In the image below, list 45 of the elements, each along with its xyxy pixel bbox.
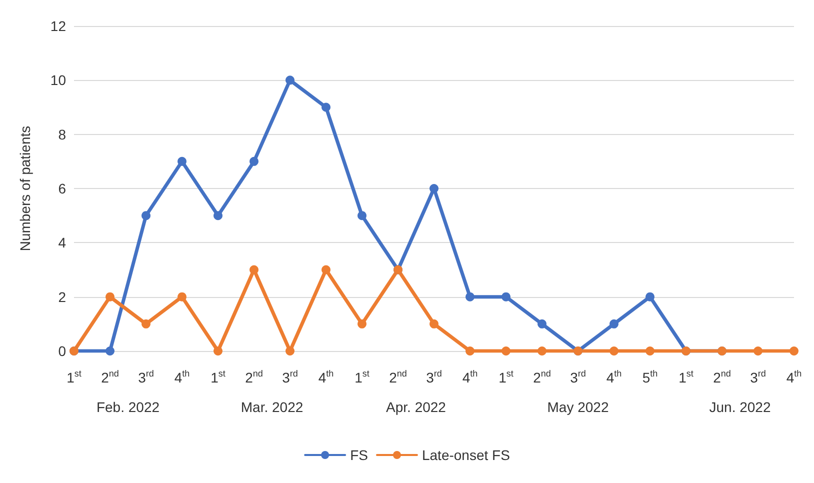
text: Apr. 2022 (386, 399, 446, 415)
point (358, 319, 366, 328)
text: Mar. 2022 (240, 399, 304, 415)
point (250, 265, 258, 274)
text: May 2022 (547, 399, 609, 415)
point (322, 265, 330, 274)
point (430, 319, 438, 328)
y-tick-label: 4 (58, 234, 66, 251)
point (286, 346, 294, 356)
point (106, 292, 114, 302)
y-tick-label: 2 (58, 288, 66, 305)
y-tick-label: 6 (58, 180, 66, 196)
point (286, 76, 294, 85)
point (142, 319, 150, 328)
y-axis-title: Numbers of patients (17, 126, 33, 252)
point (502, 346, 510, 356)
point (214, 211, 222, 220)
point (358, 211, 366, 220)
point (322, 102, 330, 112)
point (430, 184, 438, 193)
point (610, 346, 618, 356)
point (142, 211, 150, 220)
point (466, 292, 474, 302)
y-tick-label: 12 (50, 18, 66, 34)
point (646, 292, 654, 302)
point (178, 156, 186, 166)
point (502, 292, 510, 302)
point (610, 319, 618, 328)
point (250, 156, 258, 166)
text: Feb. 2022 (96, 399, 160, 415)
legend-label: Late-onset FS (422, 447, 510, 463)
legend-label: FS (350, 447, 368, 463)
y-tick-label: 10 (50, 72, 66, 88)
y-tick-label: 8 (58, 126, 66, 142)
text: Jun. 2022 (709, 399, 771, 415)
point (646, 346, 654, 356)
point (214, 346, 222, 356)
point (538, 319, 546, 328)
y-tick-label: 0 (58, 343, 66, 359)
point (466, 346, 474, 356)
point (178, 292, 186, 302)
point (106, 346, 114, 356)
point (754, 346, 762, 356)
point (790, 346, 798, 356)
point (538, 346, 546, 356)
